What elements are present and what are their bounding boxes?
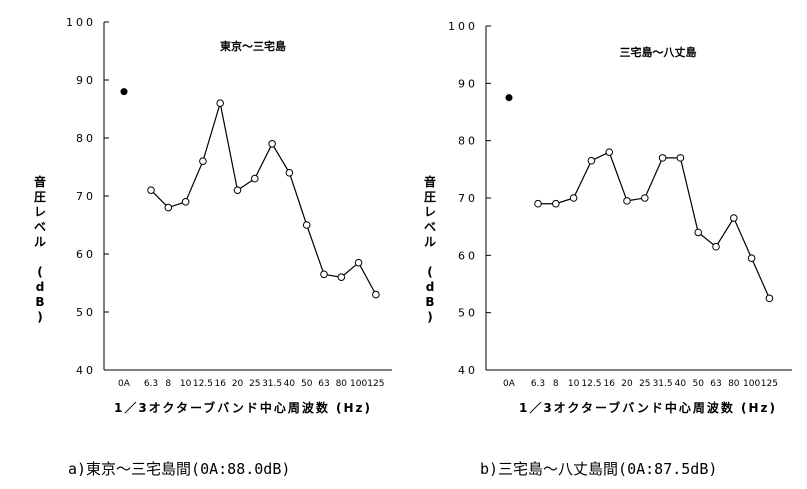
- x-tick-label: 100: [743, 379, 760, 389]
- x-tick-label: 10: [180, 379, 192, 389]
- data-point: [658, 154, 667, 162]
- y-tick-label: 40: [458, 364, 478, 377]
- x-tick-label: 12.5: [193, 379, 213, 389]
- data-point: [623, 197, 631, 205]
- oa-point: [120, 88, 128, 96]
- x-tick-label: 8: [553, 379, 559, 389]
- x-tick-label: 8: [165, 379, 171, 389]
- y-tick-label: 100: [448, 20, 478, 33]
- data-point: [587, 156, 596, 165]
- chart-title: 三宅島〜八丈島: [620, 45, 697, 59]
- chart-title: 東京〜三宅島: [220, 39, 286, 53]
- data-point: [747, 254, 756, 263]
- y-axis-label: 音圧レベル (d B): [424, 174, 436, 324]
- data-point: [164, 203, 173, 212]
- y-axis-label: 音圧レベル (d B): [34, 174, 46, 324]
- x-tick-label: 100: [350, 379, 367, 389]
- x-tick-label-oa: 0A: [118, 379, 131, 389]
- y-tick-label: 80: [76, 132, 96, 145]
- x-tick-label: 50: [301, 379, 313, 389]
- x-tick-label: 80: [336, 379, 348, 389]
- data-point: [641, 194, 649, 202]
- y-tick-label: 50: [76, 306, 96, 319]
- x-tick-label: 63: [318, 379, 329, 389]
- y-tick-label: 100: [66, 16, 96, 29]
- data-point: [251, 174, 259, 183]
- data-point: [320, 270, 328, 279]
- y-tick-label: 90: [458, 77, 478, 90]
- x-axis-label: 1／3オクターブバンド中心周波数 (Hz): [519, 400, 777, 415]
- y-tick-label: 60: [458, 249, 478, 262]
- y-tick-label: 90: [76, 74, 96, 87]
- data-point: [676, 154, 685, 162]
- y-tick-label: 70: [76, 190, 96, 203]
- x-tick-label: 125: [761, 379, 778, 389]
- caption-b: b)三宅島～八丈島間(0A:87.5dB): [480, 460, 718, 478]
- x-tick-label: 20: [232, 379, 244, 389]
- data-point: [552, 199, 560, 208]
- data-point: [712, 242, 720, 251]
- caption-a: a)東京～三宅島間(0A:88.0dB): [68, 460, 291, 478]
- data-point: [569, 194, 578, 202]
- y-tick-label: 50: [458, 307, 478, 320]
- data-point: [694, 228, 703, 237]
- data-point: [354, 258, 363, 267]
- data-point: [268, 140, 276, 148]
- x-axis-label: 1／3オクターブバンド中心周波数 (Hz): [114, 400, 372, 415]
- x-tick-label: 16: [214, 379, 226, 389]
- x-tick-label: 25: [639, 379, 650, 389]
- x-tick-label: 12.5: [581, 379, 601, 389]
- chart-b: 40 50 60 70 80 90 100 音圧レベル (d B) 三宅島〜八丈島 0A 6.3 8 10…: [424, 20, 792, 415]
- data-point: [147, 186, 155, 194]
- x-tick-label: 10: [568, 379, 580, 389]
- x-tick-label: 80: [728, 379, 740, 389]
- data-point: [765, 294, 774, 303]
- x-tick-label: 6.3: [144, 379, 158, 389]
- series-line: [538, 151, 770, 299]
- x-tick-label: 31.5: [653, 379, 673, 389]
- y-tick-label: 60: [76, 248, 96, 261]
- x-tick-label: 125: [367, 379, 384, 389]
- x-tick-label: 63: [710, 379, 721, 389]
- x-tick-label: 50: [692, 379, 704, 389]
- x-tick-label: 16: [603, 379, 615, 389]
- x-tick-label: 6.3: [531, 379, 545, 389]
- data-point: [199, 157, 207, 165]
- x-tick-label: 25: [249, 379, 260, 389]
- data-point: [302, 221, 311, 229]
- x-tick-label: 31.5: [262, 379, 282, 389]
- data-point: [285, 169, 294, 177]
- data-point: [534, 199, 542, 208]
- data-point: [605, 148, 613, 156]
- x-tick-label-oa: 0A: [503, 379, 516, 389]
- oa-point: [505, 94, 513, 102]
- data-point: [337, 273, 346, 282]
- x-tick-label: 20: [621, 379, 633, 389]
- data-point: [181, 198, 190, 206]
- data-point: [372, 290, 380, 299]
- y-tick-label: 80: [458, 135, 478, 148]
- x-tick-label: 40: [675, 379, 687, 389]
- y-tick-label: 70: [458, 192, 478, 205]
- data-point: [233, 186, 242, 194]
- data-point: [216, 99, 224, 107]
- x-tick-label: 40: [284, 379, 296, 389]
- y-tick-label: 40: [76, 364, 96, 377]
- data-point: [730, 214, 738, 222]
